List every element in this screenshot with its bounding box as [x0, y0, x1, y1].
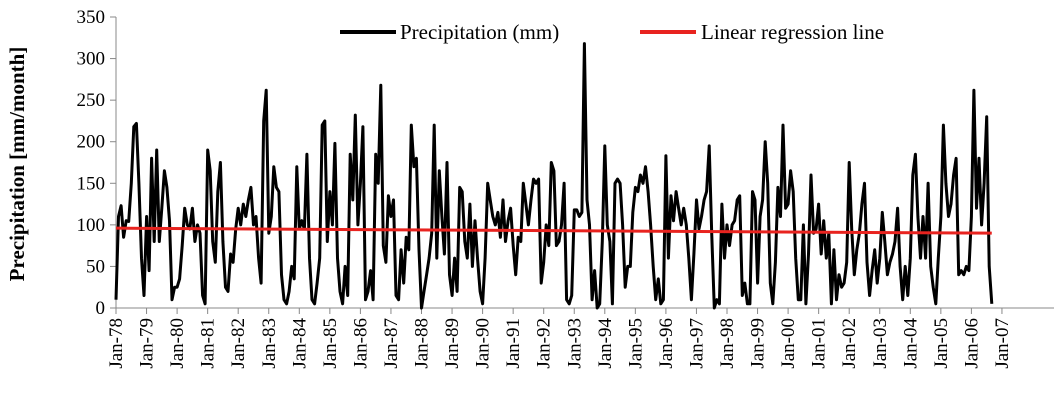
- x-tick-label: Jan-94: [595, 318, 616, 369]
- series: [114, 42, 994, 310]
- legend-label-regression: Linear regression line: [701, 20, 884, 44]
- x-tick-label: Jan-92: [534, 318, 555, 369]
- x-tick-label: Jan-84: [289, 318, 310, 369]
- series-line-regression: [115, 226, 992, 235]
- x-tick-label: Jan-85: [320, 318, 341, 369]
- y-axis-title: Precipitation [mm/month]: [5, 47, 29, 282]
- x-tick-label: Jan-88: [412, 318, 433, 369]
- x-tick-label: Jan-82: [228, 318, 249, 369]
- y-tick-label: 150: [77, 173, 106, 194]
- y-tick-label: 0: [96, 298, 106, 319]
- x-tick-label: Jan-83: [259, 318, 280, 369]
- y-tick-label: 100: [77, 215, 106, 236]
- y-axis: 0 50 100 150 200 250 300 350: [77, 7, 117, 319]
- x-tick-label: Jan-81: [198, 318, 219, 369]
- x-tick-label: Jan-99: [748, 318, 769, 369]
- x-tick-label: Jan-06: [961, 318, 982, 369]
- x-tick-label: Jan-89: [442, 318, 463, 369]
- x-tick-label: Jan-90: [473, 318, 494, 369]
- x-tick-label: Jan-95: [625, 318, 646, 369]
- x-tick-label: Jan-86: [350, 318, 371, 369]
- x-tick-label: Jan-96: [656, 318, 677, 369]
- y-tick-label: 350: [77, 7, 106, 28]
- x-tick-label: Jan-87: [381, 318, 402, 369]
- x-tick-label: Jan-78: [106, 318, 127, 369]
- x-tick-label: Jan-00: [778, 318, 799, 369]
- y-tick-label: 200: [77, 132, 106, 153]
- x-tick-label: Jan-03: [870, 318, 891, 369]
- x-tick-label: Jan-91: [503, 318, 524, 369]
- legend-label-precipitation: Precipitation (mm): [400, 20, 559, 44]
- y-tick-label: 300: [77, 49, 106, 70]
- x-tick-label: Jan-97: [686, 318, 707, 369]
- x-tick-label: Jan-02: [839, 318, 860, 369]
- x-tick-label: Jan-05: [931, 318, 952, 369]
- x-tick-label: Jan-04: [900, 318, 921, 369]
- x-tick-label: Jan-01: [809, 318, 830, 369]
- x-tick-label: Jan-07: [992, 318, 1013, 369]
- y-tick-label: 250: [77, 90, 106, 111]
- legend: Precipitation (mm) Linear regression lin…: [340, 20, 884, 44]
- x-tick-label: Jan-93: [564, 318, 585, 369]
- series-line-precipitation: [114, 42, 994, 310]
- x-tick-label: Jan-80: [167, 318, 188, 369]
- x-tick-label: Jan-98: [717, 318, 738, 369]
- x-axis: Jan-78 Jan-79 Jan-80 Jan-81 Jan-82 Jan-83 Jan-…: [106, 307, 1054, 369]
- y-tick-label: 50: [86, 256, 105, 277]
- x-tick-label: Jan-79: [137, 318, 158, 369]
